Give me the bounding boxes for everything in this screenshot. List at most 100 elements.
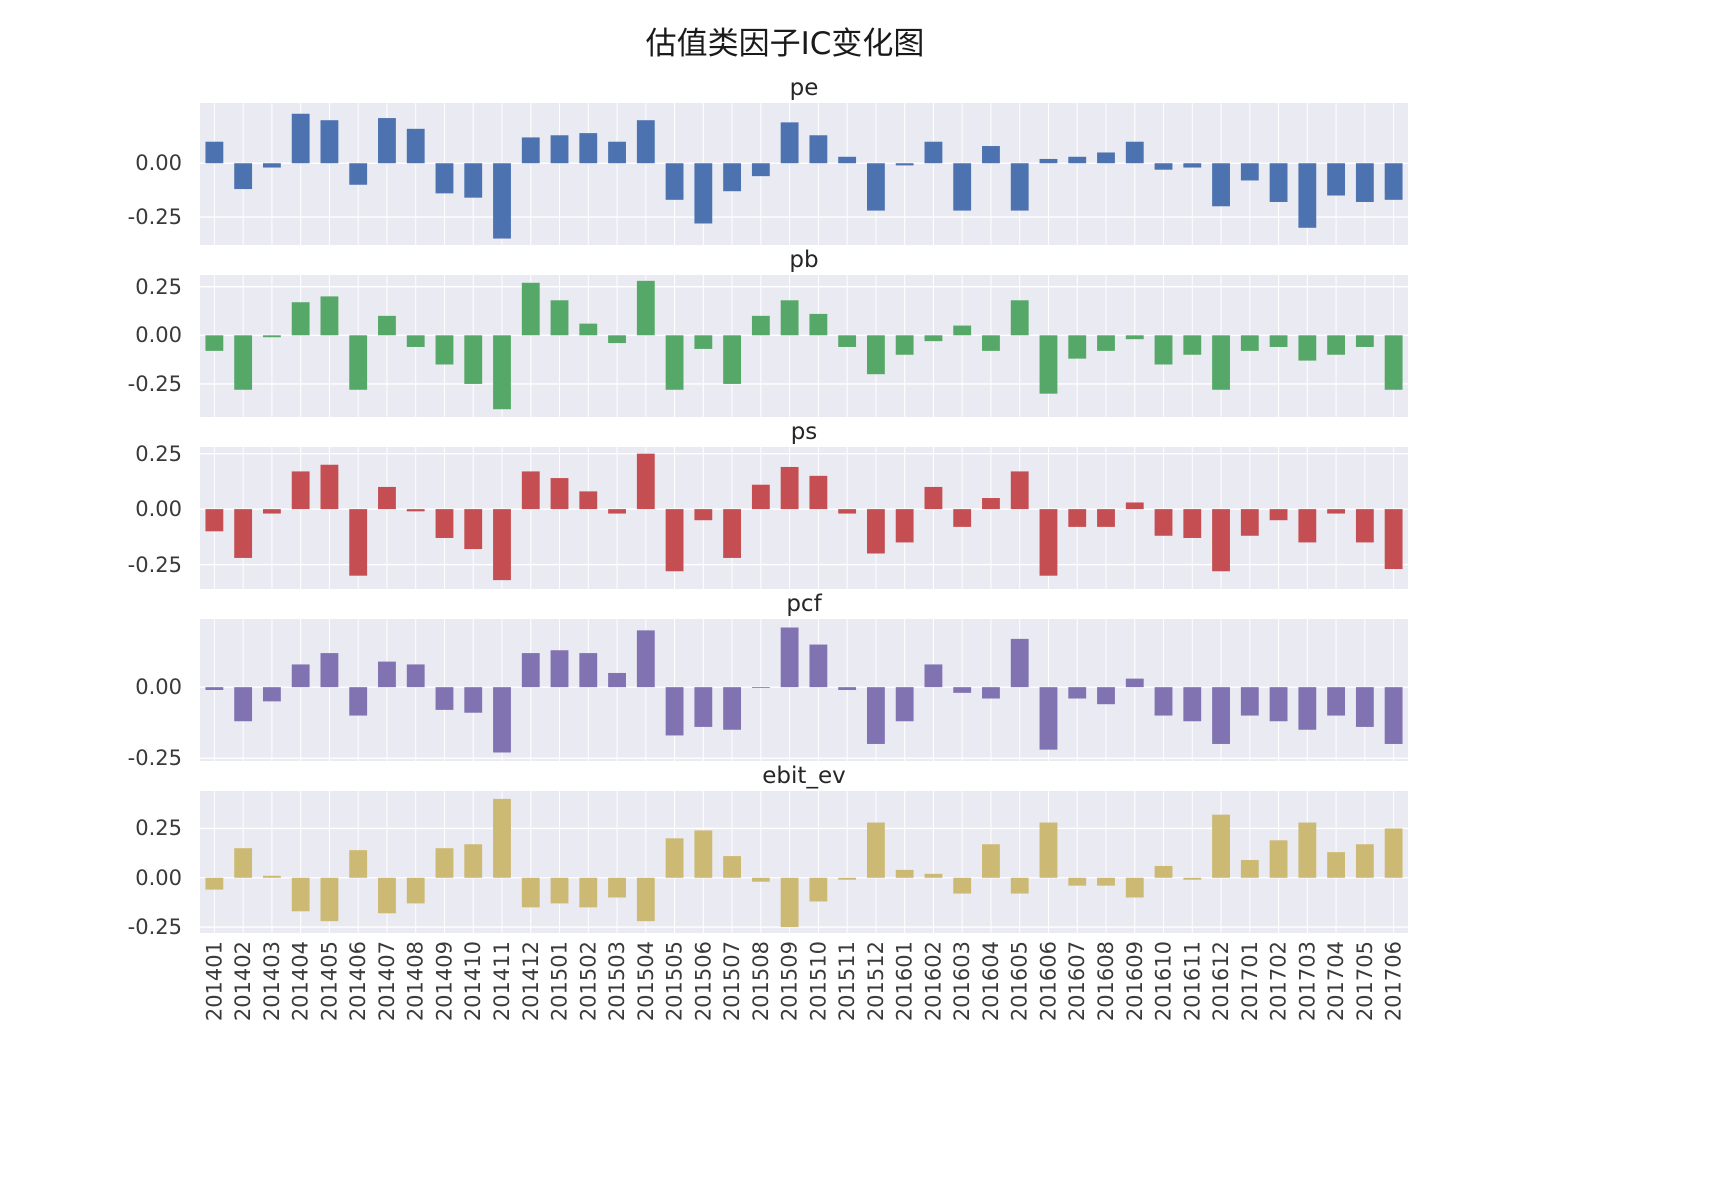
x-tick-label: 201612 [1209, 941, 1233, 1021]
bar-pe-201511 [838, 156, 857, 164]
bar-ebit_ev-201506 [694, 830, 713, 878]
bar-ebit_ev-201702 [1269, 840, 1288, 878]
bar-pe-201703 [1298, 163, 1317, 228]
x-tick-label: 201508 [749, 941, 773, 1021]
bar-pb-201604 [982, 335, 1000, 351]
x-tick-label: 201502 [576, 941, 600, 1021]
bar-pb-201410 [464, 335, 483, 384]
bar-pe-201701 [1240, 163, 1259, 181]
plot-area-pb [200, 275, 1408, 417]
bar-pe-201704 [1327, 163, 1346, 196]
bar-ps-201608 [1097, 509, 1115, 527]
bar-ebit_ev-201507 [723, 856, 742, 878]
bar-pb-201401 [205, 335, 224, 351]
bar-ebit_ev-201609 [1125, 877, 1144, 898]
bar-pb-201702 [1269, 335, 1288, 347]
bar-pe-201603 [953, 163, 972, 211]
bar-pe-201702 [1269, 163, 1288, 202]
bar-pe-201512 [866, 163, 885, 211]
subplot-pcf: pcf 0.00 -0.25 [0, 589, 1729, 770]
x-tick-label: 201410 [461, 941, 485, 1021]
bar-pe-201402 [234, 163, 253, 190]
x-tick-label: 201601 [893, 941, 917, 1021]
bar-pb-201501 [550, 300, 569, 336]
x-tick-label: 201405 [317, 941, 341, 1021]
x-tick-label: 201402 [231, 941, 255, 1021]
bar-pb-201701 [1240, 335, 1259, 351]
bar-ps-201405 [320, 464, 339, 510]
chart-root: pe 0.00 -0.25 pb 0.25 0.00 -0.25 ps 0.25 0.00 -0.2… [0, 73, 1729, 939]
bar-pcf-201609 [1125, 678, 1144, 688]
bar-pb-201506 [694, 335, 713, 349]
bar-pb-201705 [1355, 335, 1374, 347]
plot-area-ebit_ev [200, 791, 1408, 933]
bar-pcf-201702 [1269, 687, 1288, 722]
bar-ebit_ev-201406 [349, 850, 368, 878]
x-tick-label: 201403 [260, 941, 284, 1021]
y-axis-ps: 0.25 0.00 -0.25 [0, 442, 190, 589]
bar-pcf-201701 [1240, 687, 1259, 716]
bar-pe-201401 [205, 141, 224, 164]
bar-ebit_ev-201608 [1097, 877, 1115, 886]
bar-pe-201411 [493, 163, 511, 239]
bar-ebit_ev-201610 [1154, 865, 1173, 878]
subplot-pb: pb 0.25 0.00 -0.25 [0, 245, 1729, 417]
bar-ps-201507 [723, 509, 742, 558]
x-axis: 201401 201402 201403 201404 201405 201406 2014… [200, 933, 1729, 1055]
bar-ps-201509 [780, 466, 799, 510]
bar-pb-201403 [262, 335, 281, 338]
bar-ps-201702 [1269, 509, 1288, 521]
bar-pb-201407 [378, 315, 396, 336]
panel-background [200, 619, 1408, 761]
bar-pe-201510 [809, 135, 828, 164]
bar-pe-201605 [1010, 163, 1029, 211]
bar-ps-201408 [406, 509, 425, 512]
y-tick-label: -0.25 [127, 915, 182, 940]
bar-pcf-201411 [493, 687, 511, 753]
bar-ebit_ev-201601 [895, 869, 914, 878]
x-tick-label: 201605 [1008, 941, 1032, 1021]
bar-pb-201502 [579, 323, 598, 336]
bar-ebit_ev-201605 [1010, 877, 1029, 894]
bar-pcf-201412 [521, 653, 540, 688]
x-tick-label: 201506 [691, 941, 715, 1021]
bar-pcf-201409 [435, 687, 454, 710]
plot-area-pcf [200, 619, 1408, 761]
bar-pe-201609 [1125, 141, 1144, 164]
x-tick-label: 201510 [806, 941, 830, 1021]
bar-pe-201507 [723, 163, 742, 192]
y-axis-pcf: 0.00 -0.25 [0, 619, 190, 770]
bar-pe-201509 [780, 122, 799, 164]
bar-ebit_ev-201604 [982, 844, 1000, 878]
bar-ebit_ev-201502 [579, 877, 598, 908]
subplot-title-pb: pb [789, 247, 819, 273]
bar-pcf-201404 [291, 664, 310, 688]
bar-ps-201501 [550, 478, 569, 510]
bar-ebit_ev-201703 [1298, 822, 1317, 878]
x-tick-label: 201602 [921, 941, 945, 1021]
bar-pcf-201508 [751, 687, 770, 688]
bar-ps-201703 [1298, 509, 1317, 543]
bar-ps-201510 [809, 475, 828, 510]
bar-pcf-201403 [262, 687, 281, 702]
bar-pb-201505 [665, 335, 684, 390]
bar-pcf-201602 [924, 664, 943, 688]
subplot-pe: pe 0.00 -0.25 [0, 73, 1729, 245]
bar-pb-201408 [406, 335, 425, 347]
y-tick-label: 0.25 [135, 274, 182, 299]
bar-pb-201404 [291, 302, 310, 336]
bar-pcf-201704 [1327, 687, 1346, 716]
bar-ebit_ev-201706 [1384, 828, 1403, 878]
subplot-title-pe: pe [789, 75, 819, 101]
x-tick-label: 201604 [979, 941, 1003, 1021]
subplot-title-ps: ps [790, 419, 818, 445]
x-tick-label: 201411 [490, 941, 514, 1021]
x-tick-label: 201706 [1382, 941, 1406, 1021]
bar-pcf-201406 [349, 687, 368, 716]
bar-ps-201607 [1068, 509, 1087, 527]
bar-ebit_ev-201405 [320, 877, 339, 922]
bar-ps-201612 [1212, 509, 1230, 572]
plot-area-pe [200, 103, 1408, 245]
bar-pe-201601 [895, 163, 914, 166]
bar-ps-201404 [291, 471, 310, 510]
